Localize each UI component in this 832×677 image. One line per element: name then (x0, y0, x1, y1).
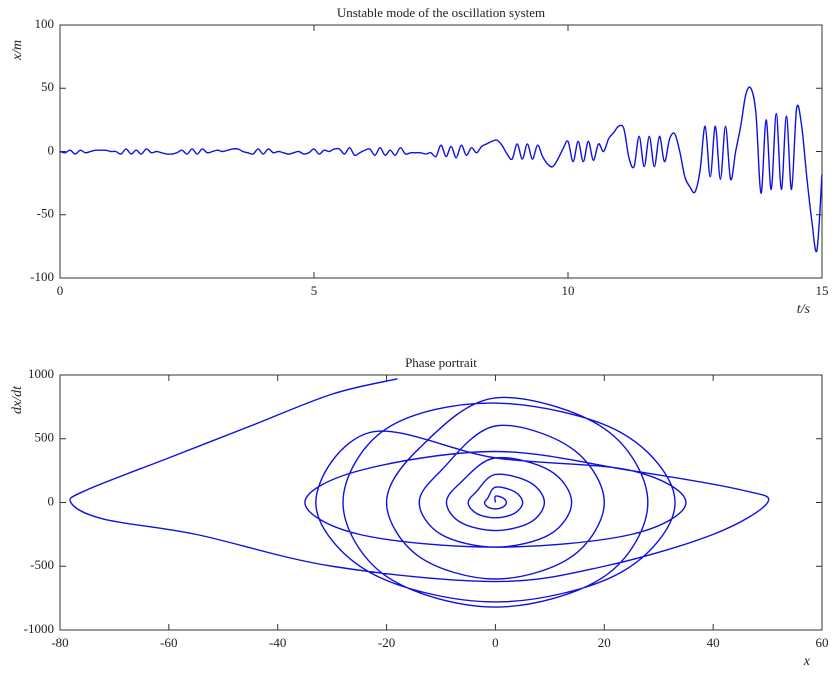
x-tick-label: -40 (269, 635, 286, 650)
y-axis-label: x/m (10, 40, 25, 61)
y-tick-label: -1000 (24, 621, 54, 636)
x-tick-label: 0 (57, 283, 64, 298)
x-tick-label: 15 (816, 283, 829, 298)
y-tick-label: 100 (35, 16, 55, 31)
x-tick-label: 5 (311, 283, 318, 298)
plot-area (59, 24, 823, 279)
x-tick-label: 10 (562, 283, 575, 298)
x-axis-label: t/s (797, 302, 811, 317)
data-line (69, 378, 770, 608)
x-tick-label: 40 (707, 635, 720, 650)
y-tick-label: 0 (48, 493, 55, 508)
y-tick-label: 500 (35, 430, 55, 445)
y-tick-label: -500 (30, 557, 54, 572)
x-axis-label: x (803, 654, 811, 669)
data-line (59, 86, 823, 253)
x-tick-label: -80 (51, 635, 68, 650)
y-tick-label: 1000 (28, 366, 54, 381)
x-tick-label: -20 (378, 635, 395, 650)
x-tick-label: 60 (816, 635, 829, 650)
y-tick-label: -50 (37, 206, 54, 221)
x-tick-label: 0 (492, 635, 499, 650)
y-axis-label: dx/dt (10, 385, 25, 414)
y-tick-label: 50 (41, 79, 54, 94)
x-tick-label: 20 (598, 635, 611, 650)
y-tick-label: 0 (48, 142, 55, 157)
chart-title: Unstable mode of the oscillation system (337, 5, 545, 20)
chart-title: Phase portrait (405, 355, 477, 370)
plot-area (59, 374, 823, 631)
y-tick-label: -100 (30, 269, 54, 284)
x-tick-label: -60 (160, 635, 177, 650)
